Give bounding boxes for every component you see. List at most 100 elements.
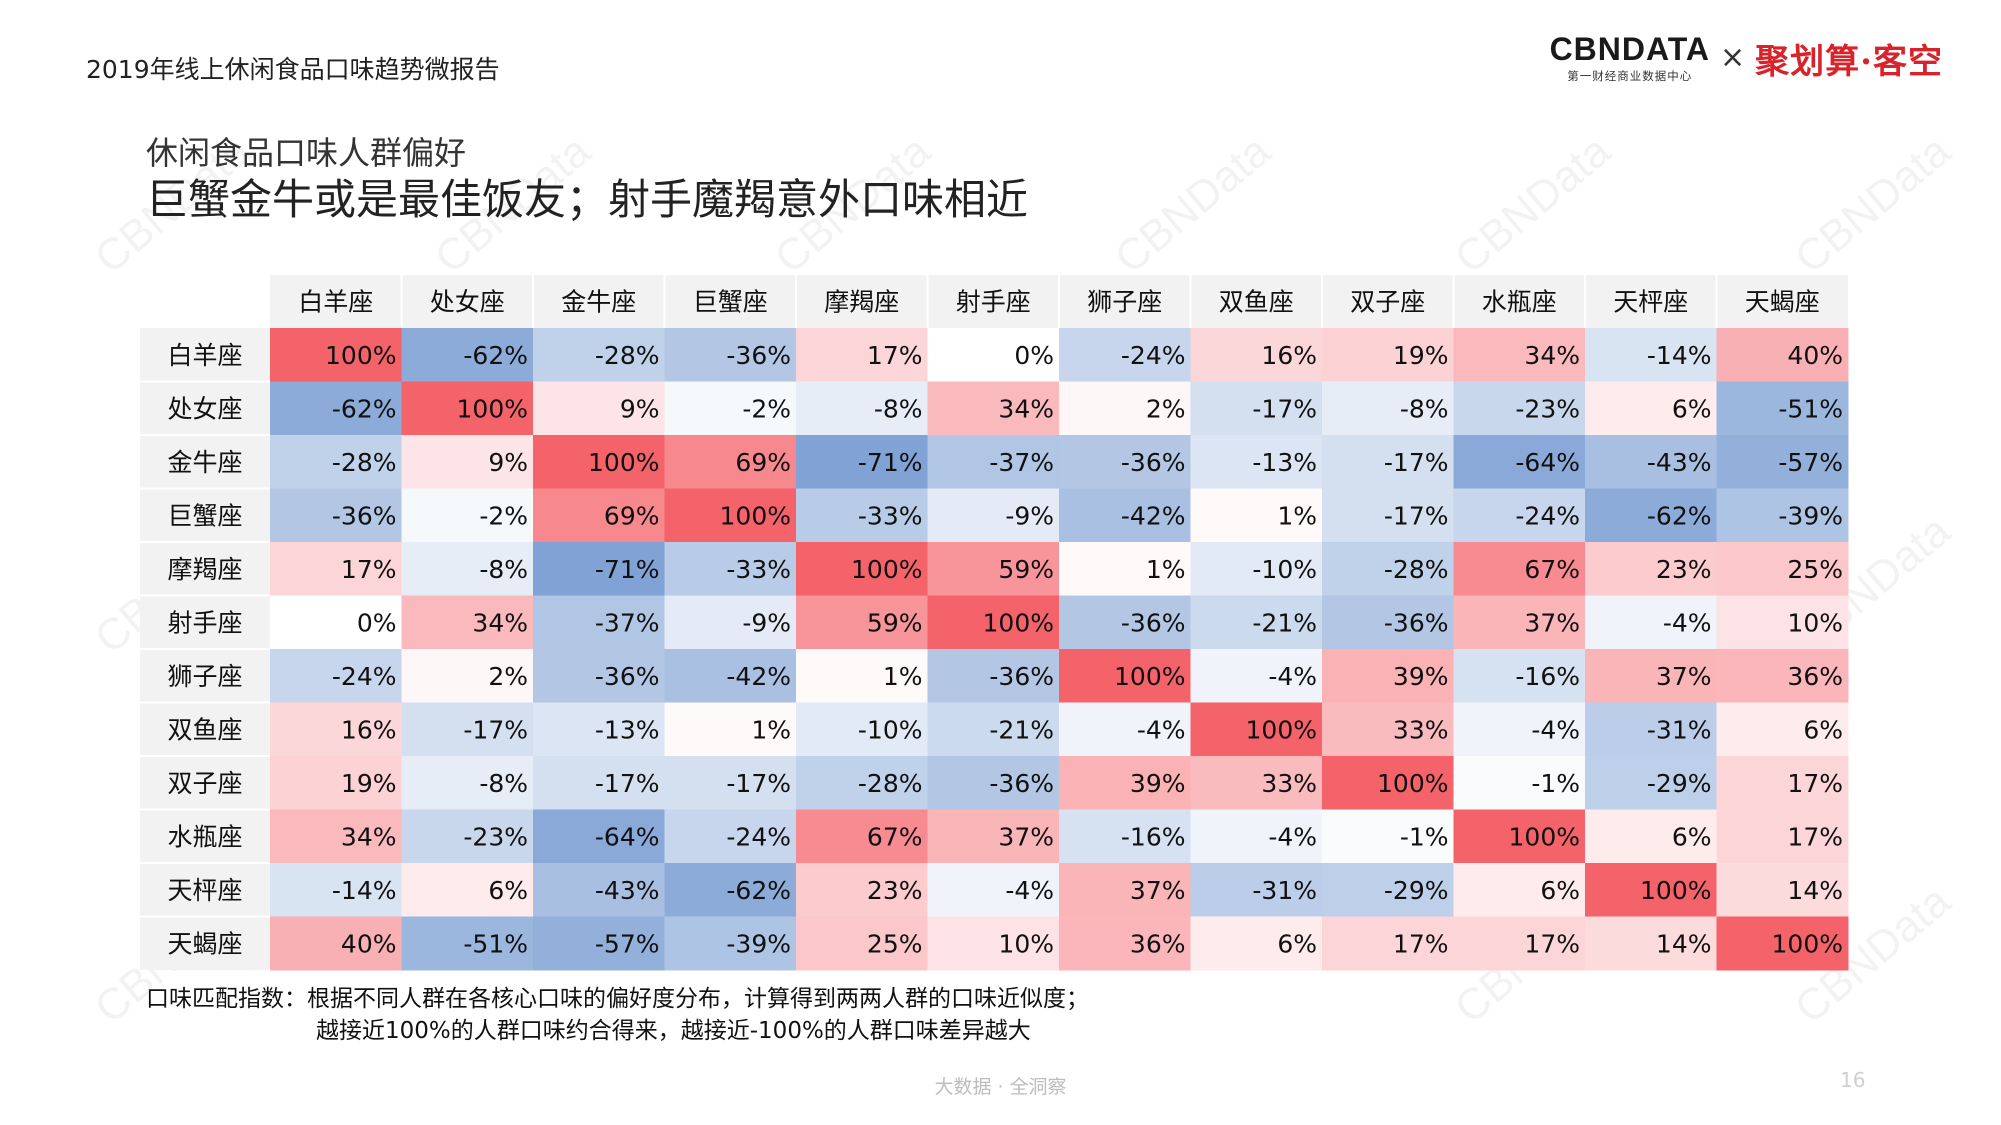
- heatmap-cell: [270, 649, 402, 703]
- heatmap-cell-value: -8%: [479, 555, 528, 584]
- heatmap-cell: [533, 381, 665, 436]
- heatmap-cell-value: -24%: [1121, 341, 1186, 370]
- heatmap-cell-value: -4%: [1268, 662, 1317, 691]
- column-label: 处女座: [430, 288, 505, 317]
- heatmap-cell-value: -24%: [726, 822, 791, 851]
- heatmap-cell-value: 34%: [998, 394, 1054, 423]
- heatmap-cell: [1322, 595, 1454, 650]
- heatmap-cell-value: 37%: [1524, 608, 1580, 637]
- heatmap-cell: [1059, 863, 1191, 917]
- heatmap-cell-value: 1%: [1146, 555, 1186, 584]
- heatmap-cell: [1716, 595, 1849, 650]
- heatmap-cell-value: -33%: [858, 501, 923, 530]
- heatmap-cell-value: -10%: [858, 715, 923, 744]
- column-label: 天枰座: [1613, 288, 1688, 317]
- heatmap-cell-value: 34%: [341, 822, 397, 851]
- heatmap-cell-value: -42%: [726, 662, 791, 691]
- heatmap-cell: [401, 756, 534, 810]
- row-label: 天枰座: [167, 876, 242, 905]
- heatmap-cell: [270, 435, 402, 489]
- heatmap-cell: [1322, 756, 1454, 810]
- heatmap-cell-value: -36%: [726, 341, 791, 370]
- heatmap-cell-value: 33%: [1261, 769, 1317, 798]
- heatmap-cell: [1190, 328, 1323, 382]
- row-label: 狮子座: [167, 662, 242, 691]
- heatmap-cell: [796, 595, 928, 650]
- heatmap-cell-value: 10%: [1787, 608, 1843, 637]
- heatmap-cell: [664, 916, 797, 971]
- heatmap-cell: [1322, 381, 1454, 436]
- column-label: 双鱼座: [1219, 288, 1294, 317]
- heatmap-cell-value: -43%: [595, 876, 660, 905]
- heatmap-cell-value: -8%: [1400, 394, 1449, 423]
- heatmap-cell-value: 2%: [1146, 394, 1186, 423]
- heatmap-cell: [1585, 863, 1717, 917]
- heatmap-cell: [401, 649, 534, 703]
- cbndata-logo: CBNDATA 第一财经商业数据中心: [1550, 33, 1710, 84]
- heatmap-cell-value: 6%: [1672, 394, 1712, 423]
- heatmap-cell: [796, 542, 928, 596]
- heatmap-cell-value: -33%: [726, 555, 791, 584]
- heatmap-cell-value: 1%: [1277, 501, 1317, 530]
- heatmap-cell: [927, 435, 1060, 489]
- heatmap-cell: [1453, 863, 1586, 917]
- heatmap-cell-value: -62%: [463, 341, 528, 370]
- heatmap-cell-value: -31%: [1647, 715, 1712, 744]
- heatmap-cell-value: -14%: [1647, 341, 1712, 370]
- heatmap-cell-value: 17%: [1787, 769, 1843, 798]
- heatmap-cell-value: 6%: [1672, 822, 1712, 851]
- heatmap-cell: [533, 809, 665, 864]
- heatmap-cell: [1716, 649, 1849, 703]
- heatmap-cell: [796, 809, 928, 864]
- heatmap-cell: [1453, 809, 1586, 864]
- heatmap-cell: [1190, 649, 1323, 703]
- heatmap-cell-value: 67%: [1524, 555, 1580, 584]
- heatmap-cell: [796, 702, 928, 757]
- heatmap-cell-value: -17%: [726, 769, 791, 798]
- heatmap-cell-value: -36%: [1121, 608, 1186, 637]
- heatmap-cell-value: 25%: [1787, 555, 1843, 584]
- heatmap-cell: [1453, 649, 1586, 703]
- heatmap-cell-value: -36%: [1384, 608, 1449, 637]
- heatmap-cell: [1322, 542, 1454, 596]
- heatmap-cell-value: 69%: [604, 501, 660, 530]
- heatmap-cell: [401, 809, 534, 864]
- row-label: 射手座: [167, 608, 242, 637]
- heatmap-cell-value: 100%: [1772, 929, 1843, 958]
- page-number: 16: [1840, 1068, 1866, 1092]
- heatmap-cell-value: 100%: [720, 501, 791, 530]
- heatmap-cell-value: 14%: [1787, 876, 1843, 905]
- heatmap-cell: [1716, 542, 1849, 596]
- heatmap-cell-value: -10%: [1252, 555, 1317, 584]
- heatmap-cell: [270, 863, 402, 917]
- heatmap-cell: [1059, 756, 1191, 810]
- heatmap-cell-value: 100%: [1377, 769, 1448, 798]
- heatmap-cell-value: -16%: [1121, 822, 1186, 851]
- heatmap-cell-value: -62%: [332, 394, 397, 423]
- heatmap-cell-value: 6%: [488, 876, 528, 905]
- heatmap-cell-value: 100%: [1114, 662, 1185, 691]
- heatmap-cell-value: -17%: [463, 715, 528, 744]
- heatmap-cell: [664, 595, 797, 650]
- heatmap-cell-value: -57%: [1778, 448, 1843, 477]
- heatmap-cell-value: 40%: [341, 929, 397, 958]
- heatmap-cell: [1585, 756, 1717, 810]
- heatmap-cell-value: -39%: [726, 929, 791, 958]
- heatmap-cell-value: 6%: [1277, 929, 1317, 958]
- heatmap-cell: [1585, 328, 1717, 382]
- heatmap-cell: [664, 328, 797, 382]
- heatmap-cell: [1190, 488, 1323, 543]
- heatmap-cell-value: 69%: [735, 448, 791, 477]
- heatmap-cell: [1059, 809, 1191, 864]
- heatmap-cell-value: 16%: [1261, 341, 1317, 370]
- heatmap-cell: [927, 542, 1060, 596]
- heatmap-cell: [1190, 809, 1323, 864]
- column-label: 白羊座: [298, 288, 373, 317]
- heatmap-cell-value: 37%: [1656, 662, 1712, 691]
- row-label: 金牛座: [167, 448, 242, 477]
- heatmap-cell-value: 59%: [998, 555, 1054, 584]
- heatmap-cell: [1322, 809, 1454, 864]
- heatmap-cell-value: 34%: [1524, 341, 1580, 370]
- heatmap-cell: [1585, 381, 1717, 436]
- heatmap-cell: [401, 542, 534, 596]
